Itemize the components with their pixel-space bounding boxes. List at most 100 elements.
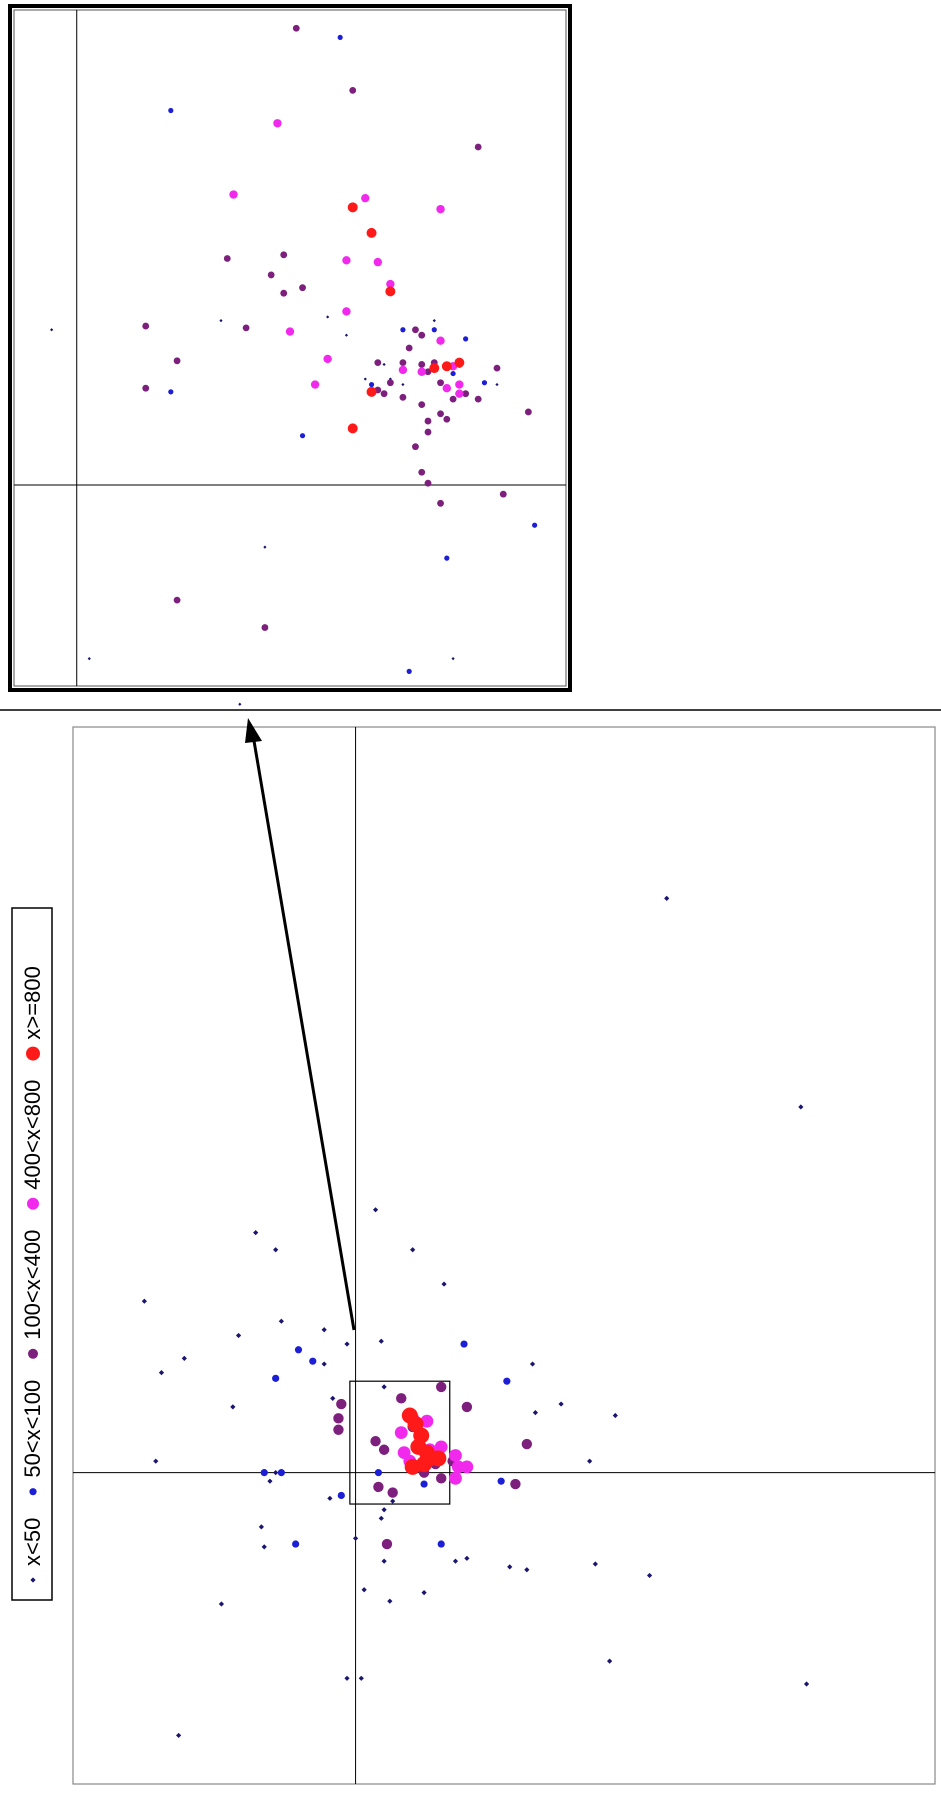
inset-point-100-x-400 bbox=[449, 395, 457, 403]
inset-point-100-x-400 bbox=[374, 359, 382, 367]
inset-point-100-x-400 bbox=[280, 289, 288, 297]
main-point-100-x-400 bbox=[336, 1398, 347, 1410]
main-point-50-x-100 bbox=[337, 1491, 345, 1500]
main-point-x-50 bbox=[321, 1327, 327, 1333]
inset-point-50-x-100 bbox=[444, 555, 450, 561]
main-point-100-x-400 bbox=[436, 1381, 447, 1393]
inset-point-100-x-400 bbox=[462, 390, 470, 398]
legend-label: x<50 bbox=[20, 1518, 45, 1566]
inset-point-400-x-800 bbox=[386, 279, 395, 289]
inset-point-50-x-100 bbox=[168, 107, 174, 114]
main-point-x-50 bbox=[258, 1524, 264, 1530]
inset-point-x-800 bbox=[347, 423, 358, 434]
main-point-x-50 bbox=[352, 1535, 359, 1541]
inset-point-100-x-400 bbox=[418, 401, 426, 409]
inset-point-100-x-400 bbox=[474, 395, 482, 403]
inset-point-x-800 bbox=[347, 202, 358, 213]
inset-point-100-x-400 bbox=[499, 490, 507, 498]
legend-label: 100<x<400 bbox=[20, 1230, 45, 1340]
main-point-50-x-100 bbox=[374, 1469, 383, 1477]
main-point-x-50 bbox=[158, 1370, 165, 1376]
inset-point-100-x-400 bbox=[299, 284, 306, 292]
inset-point-x-800 bbox=[366, 386, 377, 397]
inset-point-100-x-400 bbox=[349, 86, 357, 94]
inset-point-100-x-400 bbox=[399, 359, 407, 367]
inset-point-400-x-800 bbox=[323, 354, 332, 364]
inset-point-400-x-800 bbox=[361, 193, 370, 203]
main-point-x-50 bbox=[230, 1404, 236, 1410]
inset-point-100-x-400 bbox=[386, 379, 394, 387]
inset-point-50-x-100 bbox=[400, 327, 406, 333]
main-point-x-50 bbox=[330, 1395, 336, 1401]
legend-marker-400-x-800 bbox=[27, 1197, 39, 1210]
main-point-x-50 bbox=[803, 1681, 810, 1687]
main-point-50-x-100 bbox=[260, 1469, 268, 1477]
inset-point-400-x-800 bbox=[229, 190, 238, 199]
inset-point-100-x-400 bbox=[142, 322, 150, 330]
main-point-50-x-100 bbox=[309, 1357, 317, 1365]
main-point-x-50 bbox=[532, 1410, 538, 1416]
inset-point-100-x-400 bbox=[292, 24, 300, 32]
inset-point-400-x-800 bbox=[455, 380, 464, 389]
inset-point-x-800 bbox=[385, 286, 396, 297]
inset-point-50-x-100 bbox=[368, 381, 375, 388]
main-point-100-x-400 bbox=[387, 1487, 398, 1498]
main-point-x-50 bbox=[507, 1564, 513, 1570]
inset-point-400-x-800 bbox=[285, 327, 295, 336]
zoom-arrow-shaft bbox=[251, 734, 356, 1331]
inset-point-400-x-800 bbox=[310, 380, 320, 389]
main-point-x-50 bbox=[524, 1567, 530, 1573]
inset-frame bbox=[8, 4, 572, 692]
inset-point-50-x-100 bbox=[481, 380, 488, 386]
inset-point-x-800 bbox=[441, 361, 452, 372]
inset-point-100-x-400 bbox=[493, 364, 501, 372]
main-point-50-x-100 bbox=[277, 1469, 285, 1477]
main-point-x-50 bbox=[421, 1589, 427, 1596]
main-plot-frame bbox=[72, 726, 936, 1785]
main-point-x-50 bbox=[344, 1675, 350, 1681]
legend-marker-50-x-100 bbox=[29, 1488, 37, 1496]
main-point-100-x-400 bbox=[436, 1473, 447, 1484]
inset-inner-frame bbox=[13, 9, 567, 687]
inset-point-100-x-400 bbox=[173, 357, 181, 365]
inset-point-100-x-400 bbox=[412, 326, 419, 334]
main-points bbox=[141, 895, 810, 1739]
inset-point-50-x-100 bbox=[532, 522, 538, 528]
zoom-arrow-head bbox=[245, 718, 262, 743]
main-point-100-x-400 bbox=[378, 1444, 390, 1455]
inset-point-50-x-100 bbox=[463, 336, 469, 342]
inset-point-50-x-100 bbox=[168, 389, 174, 395]
inset-chart bbox=[8, 4, 572, 706]
inset-point-100-x-400 bbox=[412, 443, 419, 451]
legend-label: x>=800 bbox=[20, 966, 45, 1039]
inset-point-100-x-400 bbox=[142, 384, 150, 392]
legend-label: 50<x<100 bbox=[20, 1380, 45, 1478]
inset-point-400-x-800 bbox=[342, 256, 351, 265]
main-point-x-50 bbox=[261, 1544, 267, 1550]
main-point-x-50 bbox=[278, 1318, 284, 1324]
inset-point-x-800 bbox=[454, 357, 465, 368]
inset-point-x-50 bbox=[388, 377, 392, 381]
inset-point-100-x-400 bbox=[242, 324, 250, 332]
main-point-400-x-800 bbox=[449, 1449, 462, 1462]
main-point-x-50 bbox=[410, 1247, 416, 1253]
main-chart bbox=[72, 726, 936, 1785]
inset-point-100-x-400 bbox=[267, 271, 275, 279]
main-point-x-50 bbox=[358, 1675, 364, 1681]
inset-point-400-x-800 bbox=[273, 119, 282, 128]
inset-point-x-50 bbox=[263, 545, 267, 549]
inset-point-x-50 bbox=[401, 382, 405, 387]
inset-point-100-x-400 bbox=[223, 255, 231, 262]
inset-point-100-x-400 bbox=[418, 468, 426, 476]
inset-point-400-x-800 bbox=[417, 367, 426, 376]
main-point-x-50 bbox=[361, 1587, 367, 1593]
main-point-x-50 bbox=[798, 1104, 804, 1110]
main-point-x-50 bbox=[378, 1338, 384, 1344]
inset-point-x-50 bbox=[432, 318, 436, 323]
main-point-50-x-100 bbox=[460, 1340, 468, 1348]
legend-marker-100-x-400 bbox=[28, 1348, 38, 1359]
main-point-x-50 bbox=[381, 1507, 387, 1513]
inset-point-100-x-400 bbox=[443, 415, 451, 423]
main-point-50-x-100 bbox=[497, 1477, 505, 1485]
inset-point-100-x-400 bbox=[173, 596, 181, 604]
